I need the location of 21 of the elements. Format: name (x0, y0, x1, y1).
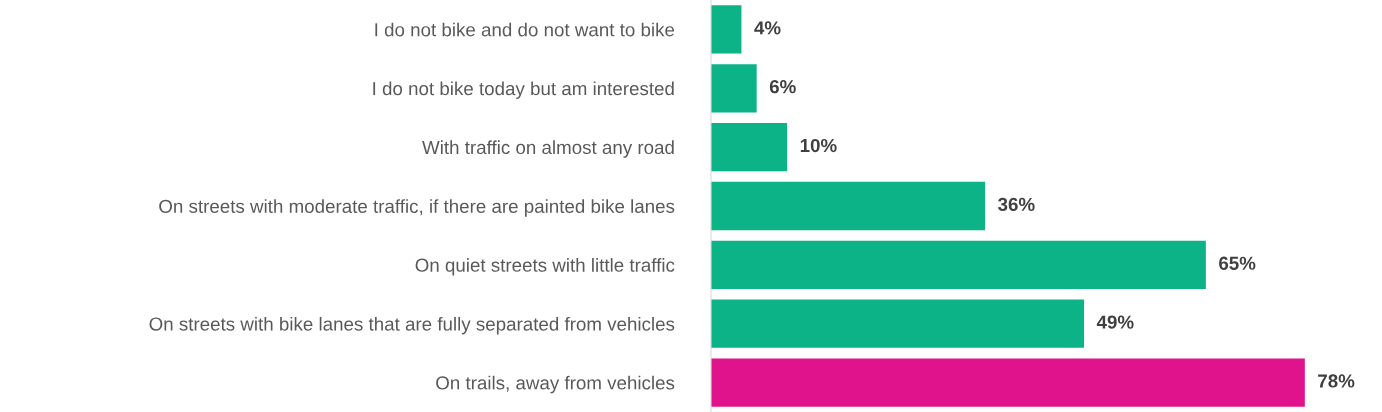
bar (711, 240, 1206, 289)
bar (711, 5, 742, 54)
bar (711, 123, 788, 172)
y-tick-label: I do not bike today but am interested (373, 81, 674, 99)
y-tick-label: On streets with moderate traffic, if there are painted bike lanes (159, 199, 675, 217)
data-label: 4% (754, 21, 781, 35)
bar (711, 64, 757, 113)
y-tick-label: On streets with bike lanes that are fully separated from vehicles (149, 316, 675, 335)
data-label: 36% (998, 197, 1035, 212)
data-label: 78% (1318, 374, 1355, 388)
bar (711, 299, 1085, 348)
y-tick-label: I do not bike and do not want to bike (375, 22, 675, 37)
y-tick-label: With traffic on almost any road (422, 140, 674, 158)
data-label: 10% (800, 138, 837, 153)
y-tick-label: On trails, away from vehicles (436, 375, 675, 394)
data-label: 65% (1219, 256, 1256, 270)
data-label: 6% (769, 80, 796, 94)
data-label: 49% (1096, 315, 1134, 329)
bar (711, 181, 986, 231)
bar (711, 358, 1305, 407)
y-tick-label: On quiet streets with little traffic (415, 258, 675, 276)
